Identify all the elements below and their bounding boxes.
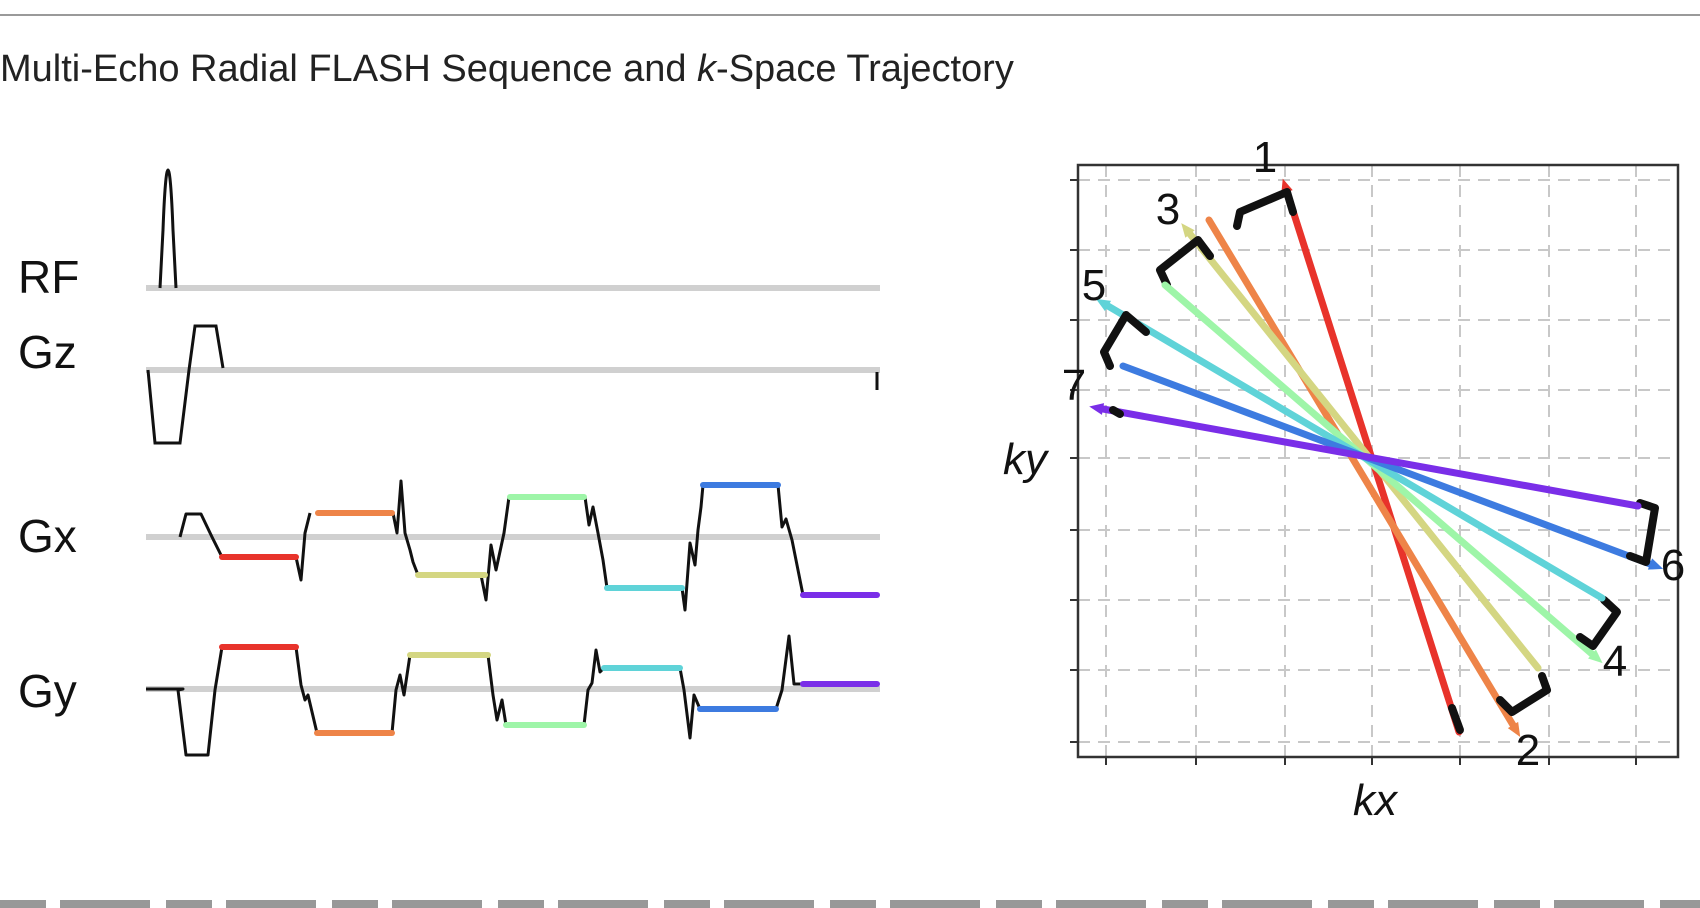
gx-waveform-segment — [479, 496, 511, 602]
gx-waveform-segment — [178, 512, 224, 558]
spoke-label-2: 2 — [1516, 726, 1540, 775]
gy-waveform-segment — [678, 667, 702, 740]
spoke-arrowhead-6 — [1647, 558, 1664, 570]
spoke-blip-6 — [1626, 499, 1659, 566]
spoke-blip-5 — [1100, 311, 1150, 370]
k-space-trajectory-plot: 1 2 3 4 5 6 7 kx ky — [1003, 133, 1685, 825]
cropped-caption-text — [0, 888, 1700, 908]
spoke-label-5: 5 — [1082, 261, 1106, 310]
spoke-arrowhead-4 — [1588, 649, 1603, 664]
gy-waveform-segment — [582, 648, 606, 726]
gy-waveform-segment — [486, 654, 508, 726]
spoke-2 — [1205, 216, 1517, 729]
gy-waveform-segment — [390, 654, 412, 734]
spoke-blip-1 — [1233, 188, 1297, 230]
spoke-arrowhead-3 — [1181, 223, 1195, 238]
spoke-label-7: 7 — [1062, 361, 1086, 410]
spoke-blip-3 — [1156, 236, 1214, 289]
spoke-3 — [1186, 230, 1542, 672]
spoke-arrowhead-2 — [1507, 721, 1521, 737]
spoke-blip-7 — [1109, 406, 1124, 418]
rf-pulse — [158, 168, 178, 289]
channel-label-gy: Gy — [18, 665, 77, 717]
figure-title: Multi-Echo Radial FLASH Sequence and k-S… — [0, 46, 1014, 92]
spoke-label-3: 3 — [1156, 185, 1180, 234]
gx-waveform-segment — [776, 484, 805, 596]
spoke-arrowhead-5 — [1095, 298, 1112, 312]
spoke-arrowhead-7 — [1089, 403, 1105, 415]
channel-label-gz: Gz — [18, 326, 77, 378]
spoke-blip-2 — [1496, 672, 1551, 716]
gx-waveform-segment — [680, 484, 705, 612]
gy-waveform-segment — [146, 646, 224, 757]
channel-label-rf: RF — [18, 251, 79, 303]
spoke-blip-4 — [1576, 596, 1621, 650]
x-axis-label: kx — [1353, 776, 1399, 825]
title-suffix: -Space Trajectory — [716, 48, 1014, 90]
spoke-end-blip-1 — [1448, 704, 1464, 734]
title-prefix: Multi-Echo Radial FLASH Sequence and — [0, 48, 698, 90]
gx-waveform-segment — [294, 512, 312, 582]
title-italic-k: k — [697, 48, 717, 90]
gx-waveform-segment — [391, 479, 420, 576]
gx-waveform-segment — [583, 496, 609, 589]
gy-waveform-segment — [294, 646, 319, 734]
plot-frame — [1076, 163, 1680, 759]
channel-label-gx: Gx — [18, 510, 77, 562]
gz-waveform — [146, 324, 225, 445]
top-divider — [0, 14, 1700, 16]
spoke-label-1: 1 — [1253, 133, 1277, 182]
y-axis-label: ky — [1003, 435, 1050, 484]
spoke-6 — [1119, 362, 1654, 568]
spoke-7 — [1099, 405, 1642, 510]
gy-waveform-segment — [774, 634, 803, 710]
spoke-label-4: 4 — [1603, 637, 1627, 686]
spoke-label-6: 6 — [1661, 541, 1685, 590]
pulse-sequence-diagram: RF Gz Gx Gy — [18, 168, 880, 757]
